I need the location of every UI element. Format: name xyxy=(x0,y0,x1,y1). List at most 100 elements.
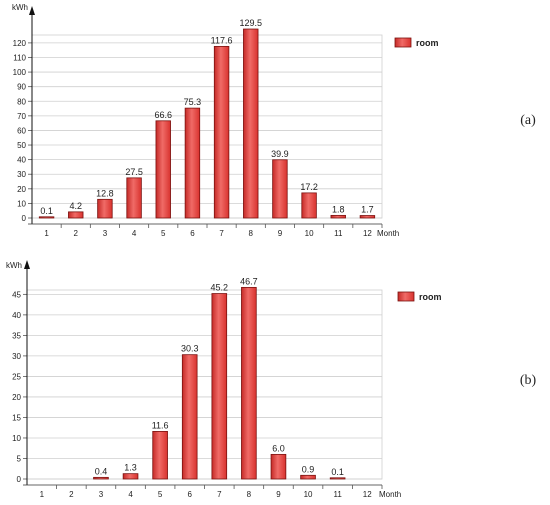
bar-month-7 xyxy=(213,45,230,219)
y-tick-label: 110 xyxy=(13,53,26,62)
bar-month-6 xyxy=(184,107,201,219)
y-tick-label: 5 xyxy=(17,454,22,463)
y-tick-label: 100 xyxy=(13,68,27,77)
y-tick-label: 80 xyxy=(17,97,26,106)
bar-month-3 xyxy=(93,476,109,480)
bar-month-2 xyxy=(68,211,84,219)
x-tick-label: 1 xyxy=(44,229,49,238)
data-label-month-6: 30.3 xyxy=(181,344,199,354)
bar-month-10 xyxy=(300,474,316,480)
y-tick-label: 40 xyxy=(17,156,26,165)
y-tick-label: 0 xyxy=(17,475,22,484)
y-tick-label: 40 xyxy=(12,311,21,320)
data-label-month-3: 0.4 xyxy=(95,466,108,476)
data-label-month-8: 46.7 xyxy=(240,276,258,286)
x-tick-label: 1 xyxy=(40,490,45,499)
data-label-month-11: 1.8 xyxy=(332,204,345,214)
data-label-month-12: 1.7 xyxy=(361,205,374,215)
bar-month-6 xyxy=(181,354,198,480)
x-tick-label: 5 xyxy=(158,490,163,499)
bar-month-9 xyxy=(272,159,288,219)
x-tick-label: 11 xyxy=(333,490,342,499)
data-label-month-4: 1.3 xyxy=(124,463,137,473)
plot-area xyxy=(26,289,383,480)
x-tick-label: 3 xyxy=(103,229,108,238)
x-tick-label: 7 xyxy=(217,490,222,499)
y-tick-label: 0 xyxy=(22,214,27,223)
data-label-month-1: 0.1 xyxy=(40,206,53,216)
x-tick-label: 7 xyxy=(219,229,224,238)
y-tick-label: 45 xyxy=(12,290,21,299)
bar-month-8 xyxy=(241,286,257,480)
y-tick-label: 30 xyxy=(12,352,21,361)
x-tick-label: 10 xyxy=(304,490,313,499)
chart-panel-b: 0 5 10 15 20 25 30 35 40 45 kWh 1 2 3 0.4 4 1.3 5 11.6 6 30.… xyxy=(6,260,536,499)
x-tick-label: 3 xyxy=(99,490,104,499)
data-label-month-7: 117.6 xyxy=(211,35,233,45)
x-tick-label: 4 xyxy=(128,490,133,499)
x-tick-label: 5 xyxy=(161,229,166,238)
x-tick-label: 8 xyxy=(247,490,252,499)
x-tick-label: 9 xyxy=(278,229,283,238)
y-tick-label: 90 xyxy=(17,83,26,92)
bar-month-11 xyxy=(330,214,346,219)
y-tick-label: 120 xyxy=(13,39,27,48)
x-tick-label: 10 xyxy=(305,229,314,238)
data-label-month-10: 0.9 xyxy=(302,464,315,474)
x-tick-label: 12 xyxy=(363,229,372,238)
y-tick-label: 70 xyxy=(17,112,26,121)
bar-month-4 xyxy=(126,177,142,219)
y-tick-label: 20 xyxy=(17,185,26,194)
y-tick-label: 10 xyxy=(12,434,21,443)
y-axis-label: kWh xyxy=(6,261,22,270)
y-tick-label: 60 xyxy=(17,126,26,135)
data-label-month-9: 39.9 xyxy=(271,149,289,159)
bar-month-3 xyxy=(97,198,113,219)
data-label-month-5: 11.6 xyxy=(152,420,169,430)
y-axis-arrow xyxy=(29,6,35,15)
bar-month-9 xyxy=(270,453,287,480)
x-tick-label: 11 xyxy=(334,229,343,238)
data-label-month-7: 45.2 xyxy=(211,283,229,293)
bar-month-4 xyxy=(122,473,139,480)
bar-month-11 xyxy=(329,477,346,480)
y-tick-label: 15 xyxy=(12,413,21,422)
y-tick-label: 25 xyxy=(12,372,21,381)
bar-month-12 xyxy=(359,215,376,219)
bar-month-7 xyxy=(211,293,228,480)
bar-month-10 xyxy=(301,192,317,219)
x-tick-label: 9 xyxy=(276,490,281,499)
chart-panel-a: 0 10 20 30 40 50 60 70 80 90 100 110 120 kWh 1 0.1 2 4.2 3… xyxy=(12,3,536,238)
y-tick-label: 50 xyxy=(17,141,26,150)
x-tick-label: 12 xyxy=(363,490,372,499)
panel-label: (b) xyxy=(520,373,537,388)
x-axis-label: Month xyxy=(377,229,399,238)
data-label-month-6: 75.3 xyxy=(184,97,202,107)
data-label-month-10: 17.2 xyxy=(300,182,318,192)
data-label-month-3: 12.8 xyxy=(96,188,114,198)
legend-swatch xyxy=(397,291,415,302)
data-label-month-9: 6.0 xyxy=(272,443,285,453)
bar-month-5 xyxy=(152,431,168,480)
x-tick-label: 4 xyxy=(132,229,137,238)
y-tick-label: 35 xyxy=(12,331,21,340)
y-tick-label: 20 xyxy=(12,393,21,402)
x-tick-label: 8 xyxy=(249,229,254,238)
y-axis-arrow xyxy=(24,260,30,269)
y-axis-label: kWh xyxy=(12,3,28,12)
legend-label: room xyxy=(419,292,442,302)
data-label-month-5: 66.6 xyxy=(154,110,172,120)
x-tick-label: 6 xyxy=(190,229,195,238)
data-label-month-4: 27.5 xyxy=(125,167,143,177)
bar-month-1 xyxy=(38,216,55,219)
legend-swatch xyxy=(394,37,412,48)
panel-label: (a) xyxy=(520,113,536,128)
plot-area xyxy=(31,34,383,219)
bar-month-5 xyxy=(155,120,171,219)
data-label-month-2: 4.2 xyxy=(69,201,82,211)
legend-label: room xyxy=(416,38,439,48)
data-label-month-8: 129.5 xyxy=(239,18,262,28)
x-tick-label: 6 xyxy=(187,490,192,499)
y-tick-label: 30 xyxy=(17,170,26,179)
